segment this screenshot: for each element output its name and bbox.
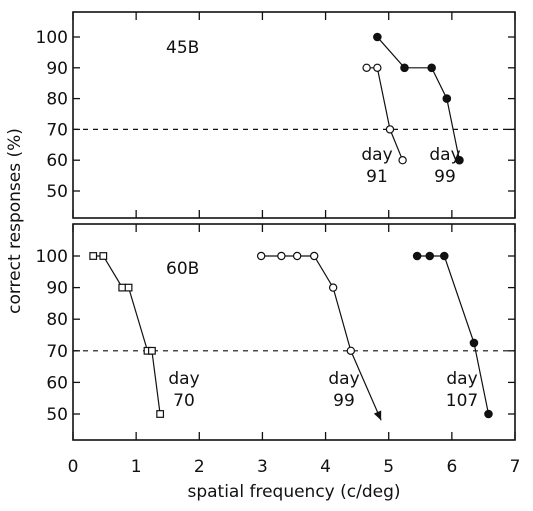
x-tick-label: 7 [510, 457, 521, 477]
y-tick-label: 50 [46, 182, 68, 202]
data-point-open-circle [373, 63, 382, 73]
data-point-filled-circle [455, 155, 464, 165]
series-annotation-label: day [168, 369, 199, 389]
y-tick-label: 80 [46, 310, 68, 330]
arrowhead [373, 410, 382, 421]
y-tick-label: 90 [46, 279, 68, 299]
data-point-open-square [89, 252, 98, 260]
x-tick-label: 4 [320, 457, 331, 477]
data-point-filled-circle [469, 338, 479, 348]
data-point-filled-circle [484, 409, 493, 419]
y-tick-label: 60 [46, 151, 68, 171]
data-point-open-square [156, 410, 165, 418]
series-annotation-label: day [361, 145, 392, 165]
series-annotation-label: day [446, 369, 477, 389]
panel-label: 45B [166, 38, 199, 58]
data-point-filled-circle [427, 63, 436, 73]
data-point-open-circle [277, 251, 286, 261]
y-tick-label: 90 [46, 59, 68, 79]
data-point-open-circle [346, 346, 356, 355]
data-point-open-square [124, 283, 133, 292]
data-point-filled-circle [442, 94, 452, 103]
series-annotation-value: 70 [173, 391, 195, 411]
series-line [93, 255, 161, 415]
data-point-filled-circle [400, 63, 409, 73]
data-point-open-square [148, 346, 156, 355]
data-point-open-circle [310, 251, 319, 261]
series-annotation-label: day [328, 369, 359, 389]
y-tick-label: 70 [46, 342, 68, 362]
series-line [261, 255, 382, 421]
y-axis-title: correct responses (%) [5, 128, 25, 314]
y-tick-label: 70 [46, 120, 68, 140]
y-tick-label: 60 [46, 373, 68, 393]
data-point-open-circle [385, 125, 395, 134]
data-point-open-circle [398, 155, 407, 165]
panel-frame [72, 223, 516, 441]
x-axis-title: spatial frequency (c/deg) [187, 482, 400, 502]
y-tick-label: 80 [46, 90, 68, 110]
data-point-open-circle [292, 251, 302, 261]
y-tick-label: 100 [36, 247, 68, 267]
x-tick-label: 0 [68, 457, 79, 477]
x-tick-label: 2 [194, 457, 205, 477]
y-tick-label: 50 [46, 405, 68, 425]
data-point-filled-circle [425, 251, 435, 261]
panel-frame [72, 11, 516, 219]
series-annotation-value: 99 [434, 167, 456, 187]
series-annotation-value: 99 [333, 391, 355, 411]
data-point-open-square [99, 252, 108, 260]
x-tick-label: 3 [257, 457, 268, 477]
panel-label: 60B [166, 259, 199, 279]
data-point-open-square [118, 283, 127, 292]
data-point-filled-circle [412, 251, 422, 261]
series-annotation-value: 91 [366, 167, 388, 187]
y-tick-label: 100 [36, 28, 68, 48]
data-point-filled-circle [439, 251, 449, 261]
series-annotation-value: 107 [446, 391, 478, 411]
data-point-open-circle [256, 251, 266, 261]
data-point-open-circle [362, 63, 371, 73]
data-point-open-circle [328, 283, 338, 292]
x-tick-label: 6 [446, 457, 457, 477]
x-tick-label: 1 [131, 457, 142, 477]
x-tick-label: 5 [383, 457, 394, 477]
series-line [366, 67, 404, 161]
data-point-filled-circle [373, 32, 382, 42]
x-axis: 0 1 2 3 4 5 6 7 [68, 457, 521, 477]
series-annotation-label: day [429, 145, 460, 165]
